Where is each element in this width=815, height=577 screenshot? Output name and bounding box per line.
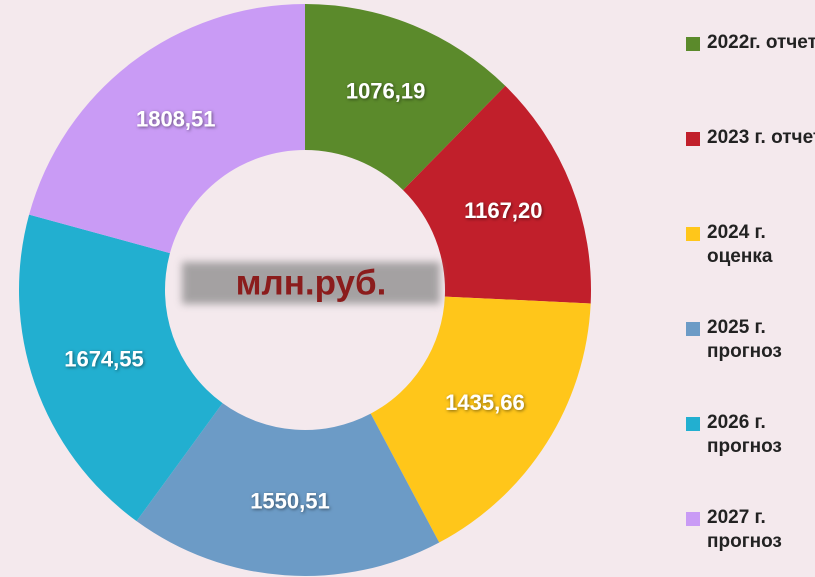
legend-swatch (686, 512, 700, 526)
legend-item: 2026 г. прогноз (686, 411, 815, 459)
slice (370, 296, 591, 543)
legend-item: 2027 г. прогноз (686, 506, 815, 554)
slices (18, 4, 592, 576)
legend-swatch (686, 322, 700, 336)
legend-swatch (686, 132, 700, 146)
legend-label: 2025 г. прогноз (707, 317, 782, 362)
slice (136, 403, 440, 576)
annotation: млн.руб. (236, 263, 387, 302)
value-label: 1076,19 (346, 79, 426, 104)
legend-label: 2026 г. прогноз (707, 412, 782, 457)
legend-item: 2023 г. отчет (686, 126, 815, 150)
legend-swatch (686, 227, 700, 241)
slice (403, 85, 592, 304)
slice (305, 4, 506, 191)
legend-swatch (686, 417, 700, 431)
legend-item: 2022г. отчет (686, 31, 815, 55)
slice (29, 4, 305, 254)
legend-label: 2022г. отчет (707, 32, 815, 53)
legend-swatch (686, 37, 700, 51)
value-label: 1167,20 (464, 198, 542, 223)
legend-label: 2027 г. прогноз (707, 507, 782, 552)
slice (18, 214, 223, 522)
value-label: 1674,55 (64, 346, 144, 371)
value-label: 1435,66 (445, 390, 525, 415)
annotation-box (182, 262, 440, 304)
legend-item: 2024 г. оценка (686, 221, 815, 269)
legend-item: 2025 г. прогноз (686, 316, 815, 364)
legend-label: 2024 г. оценка (707, 222, 773, 267)
legend-label: 2023 г. отчет (707, 127, 815, 148)
value-label: 1550,51 (250, 488, 330, 513)
value-label: 1808,51 (136, 107, 216, 132)
value-labels: 1076,19 1167,20 1435,66 1550,51 1674,55 1808,… (64, 79, 542, 514)
